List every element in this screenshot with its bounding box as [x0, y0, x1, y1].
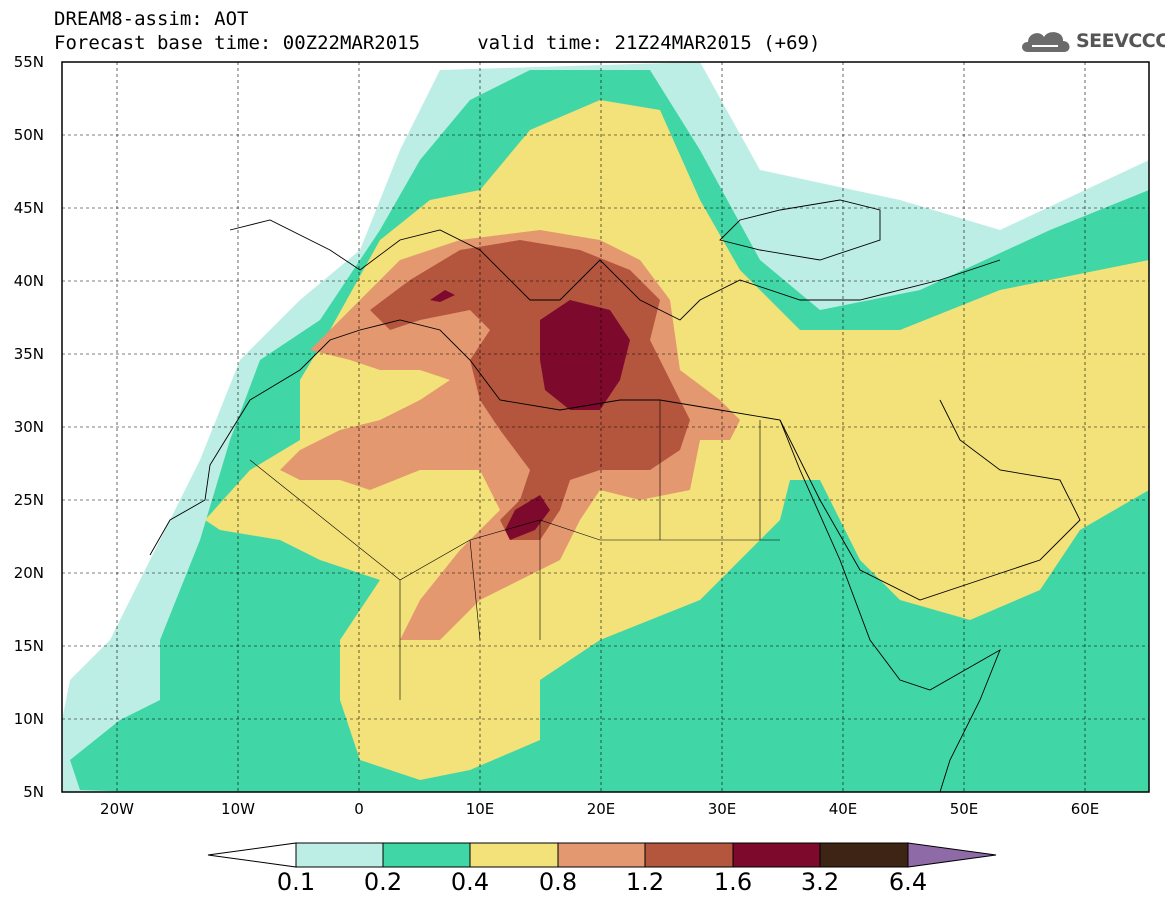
borders: [249, 400, 780, 700]
lon-label: 20W: [100, 800, 134, 818]
lon-label: 40E: [828, 800, 858, 818]
lat-label: 20N: [13, 564, 44, 582]
lon-label: 10W: [221, 800, 255, 818]
colorbar-swatch: [382, 842, 471, 868]
europe-coast: [229, 219, 1001, 321]
lat-label: 25N: [13, 491, 44, 509]
lat-label: 35N: [13, 345, 44, 363]
colorbar-label: 0.4: [450, 868, 490, 896]
lat-label: 50N: [13, 126, 44, 144]
colorbar-swatch: [469, 842, 559, 868]
lon-label: 20E: [586, 800, 616, 818]
colorbar-label: 1.2: [625, 868, 665, 896]
colorbar-under-arrow: [207, 842, 297, 868]
lon-label: 10E: [465, 800, 495, 818]
aot-band-1.6: [430, 290, 630, 540]
colorbar-swatch: [819, 842, 909, 868]
cloud-icon: [1022, 32, 1070, 52]
colorbar-over-arrow: [907, 842, 997, 868]
colorbar-label: 3.2: [800, 868, 840, 896]
lat-label: 40N: [13, 272, 44, 290]
lon-label: 0: [354, 800, 364, 818]
coastlines: [149, 199, 1081, 792]
colorbar-swatch: [644, 842, 734, 868]
lat-label: 45N: [13, 199, 44, 217]
colorbar-swatch: [732, 842, 821, 868]
graticule: [62, 62, 1149, 792]
colorbar-label: 0.2: [363, 868, 403, 896]
colorbar-label: 0.1: [276, 868, 316, 896]
logo-text: SEEVCCC: [1076, 30, 1165, 52]
lon-label: 50E: [949, 800, 979, 818]
black-sea: [719, 199, 881, 261]
forecast-times: Forecast base time: 00Z22MAR2015 valid t…: [54, 32, 821, 54]
lat-label: 10N: [13, 710, 44, 728]
colorbar-label: 6.4: [888, 868, 928, 896]
map-frame: [61, 61, 1150, 793]
aot-field: [62, 62, 1149, 792]
colorbar-swatch: [557, 842, 646, 868]
lat-label: 55N: [13, 53, 44, 71]
colorbar-label: 0.8: [538, 868, 578, 896]
seevccc-logo: SEEVCCC: [1018, 24, 1165, 58]
lat-label: 5N: [23, 783, 44, 801]
lat-label: 30N: [13, 418, 44, 436]
lon-label: 30E: [707, 800, 737, 818]
chart-title: DREAM8-assim: AOT: [54, 8, 249, 30]
arabia-coast: [779, 399, 1081, 601]
africa-coast: [149, 319, 1001, 792]
lon-label: 60E: [1070, 800, 1100, 818]
lat-label: 15N: [13, 637, 44, 655]
colorbar-swatch: [295, 842, 384, 868]
colorbar-label: 1.6: [713, 868, 753, 896]
